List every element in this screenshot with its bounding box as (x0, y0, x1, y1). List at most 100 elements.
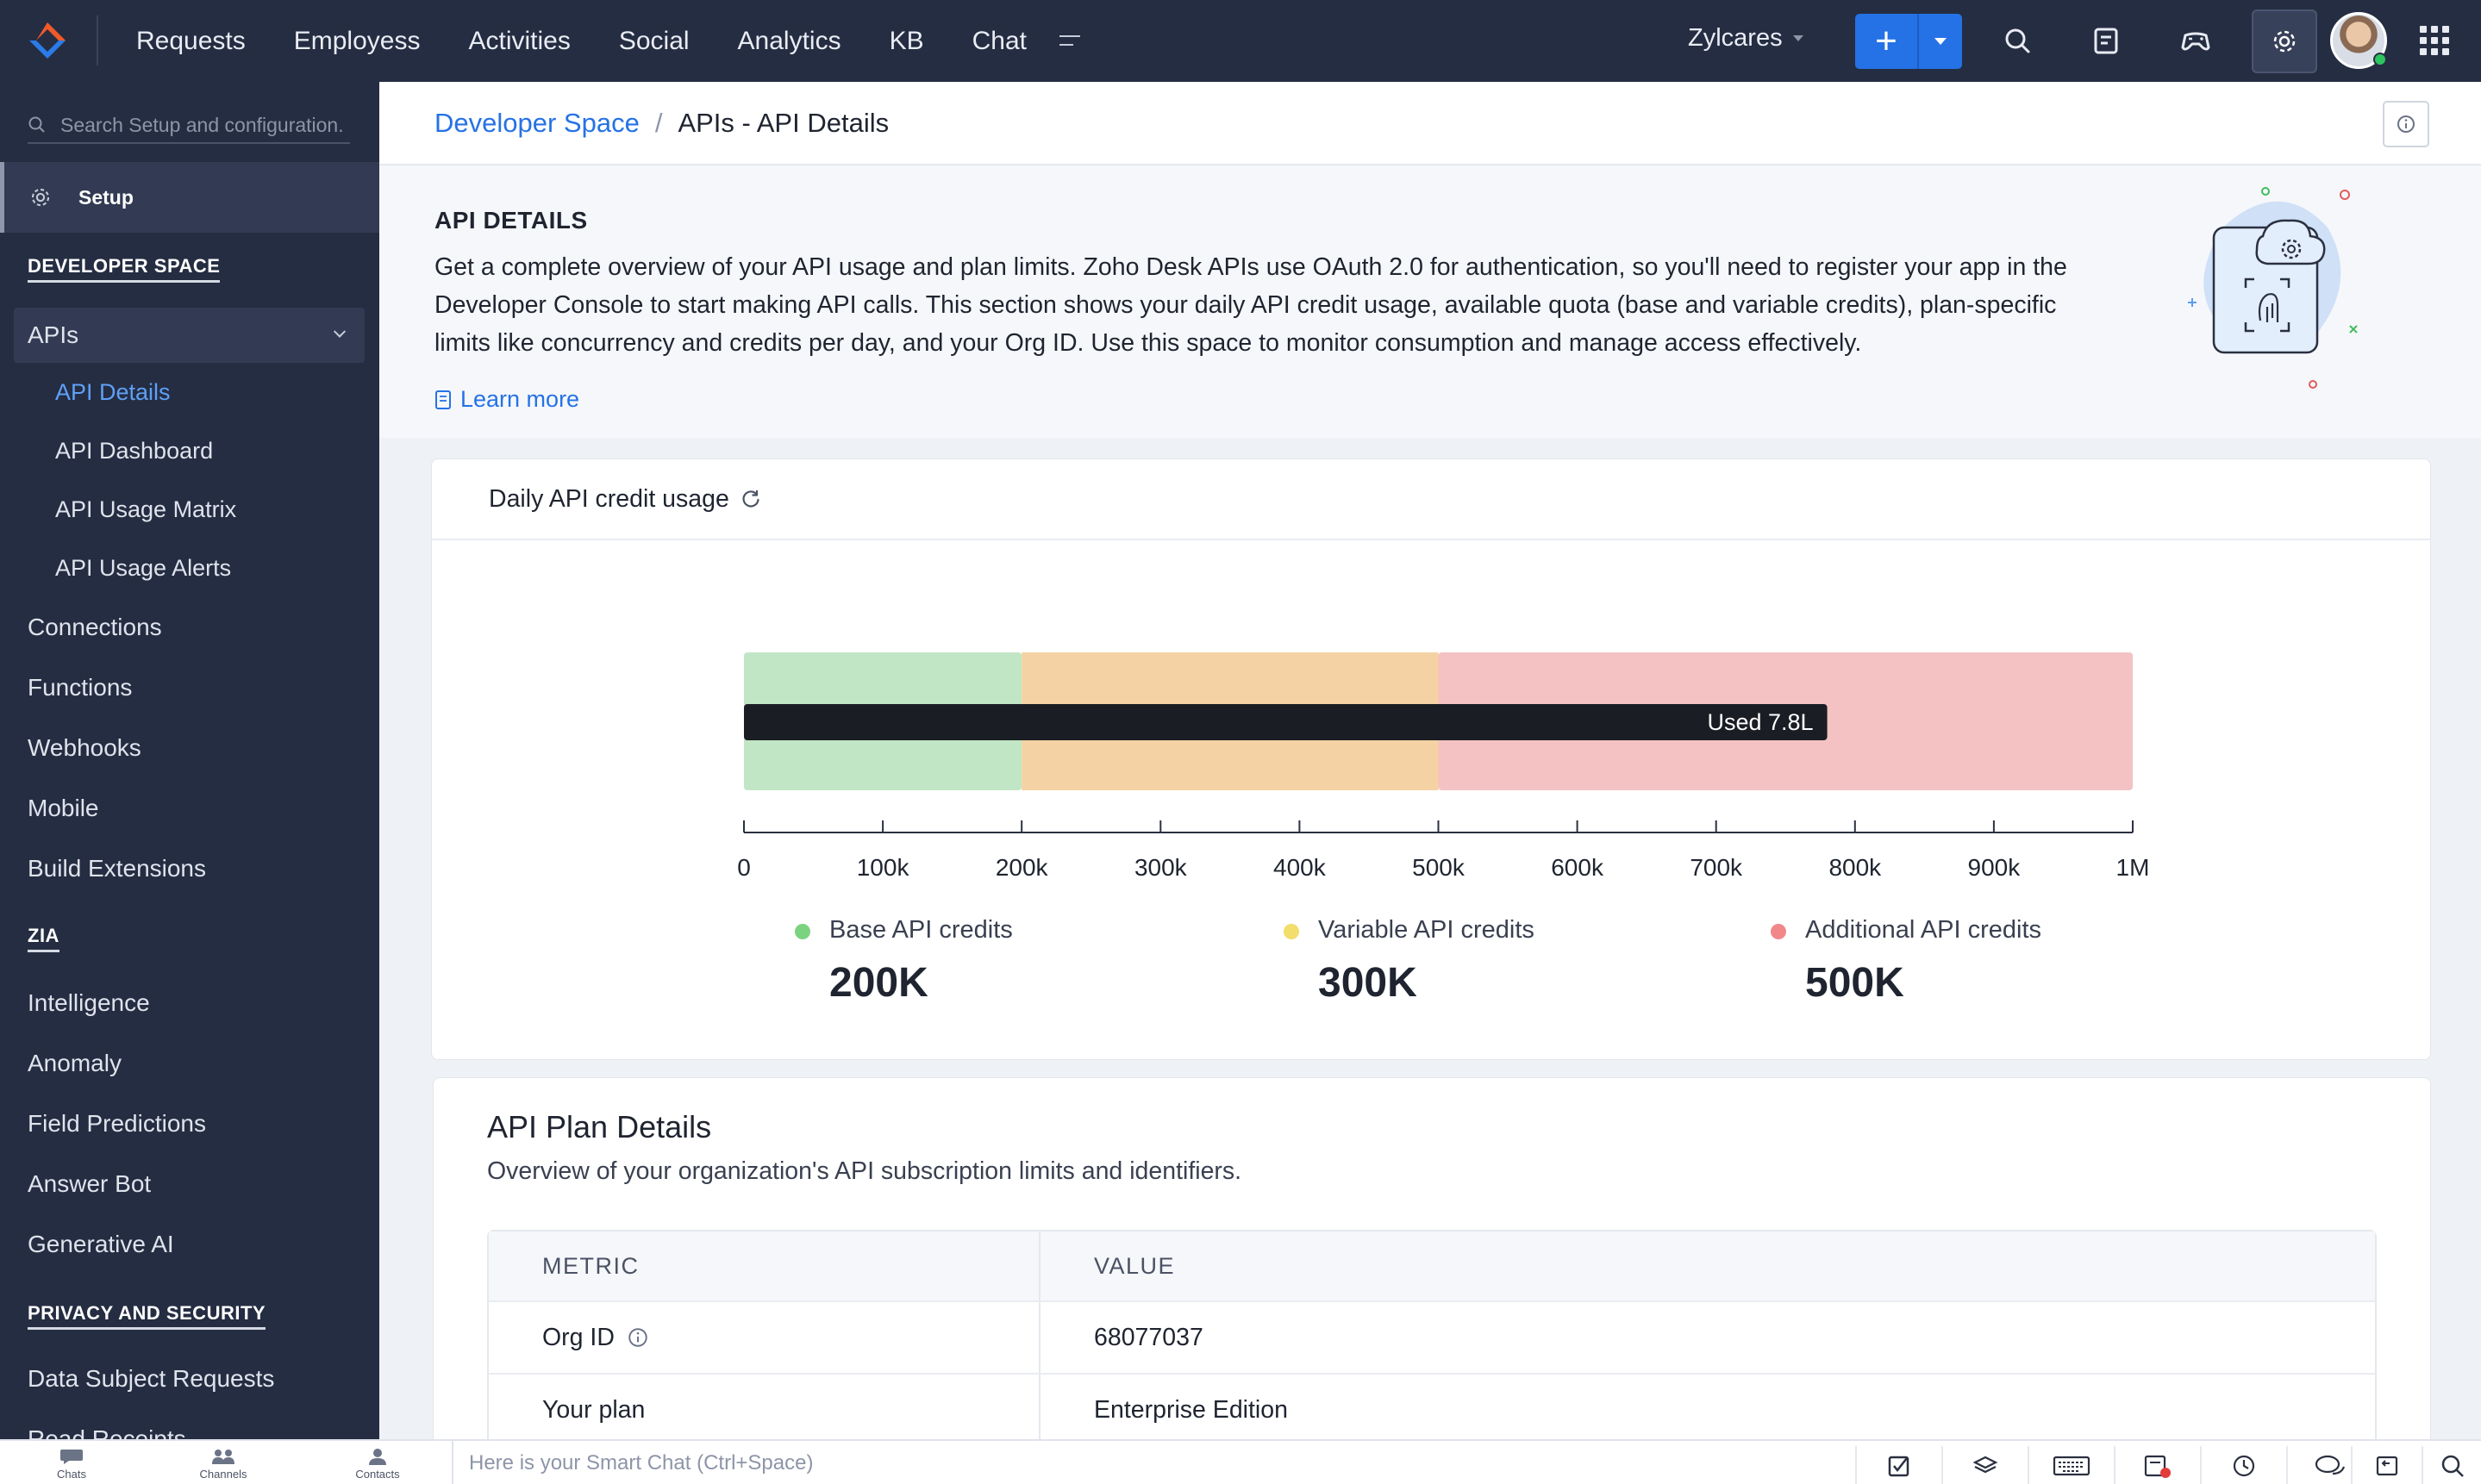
group-icon (212, 1449, 234, 1464)
section-zia: ZIA (28, 925, 59, 952)
table-header-row: METRIC VALUE (489, 1231, 2375, 1302)
chats-tab[interactable]: Chats (33, 1441, 110, 1484)
history-button[interactable] (2200, 1446, 2286, 1484)
setup-home-link[interactable]: Setup (0, 162, 379, 233)
value-cell: Enterprise Edition (1094, 1395, 1288, 1424)
metric-cell: Your plan (489, 1375, 1041, 1445)
setup-label: Setup (78, 185, 134, 209)
tab-activities[interactable]: Activities (468, 26, 571, 55)
page-header: Developer Space / APIs - API Details (379, 82, 2481, 165)
refresh-icon[interactable] (740, 488, 762, 510)
info-icon[interactable] (627, 1326, 649, 1349)
legend-value: 200K (829, 960, 928, 1006)
apps-grid-icon[interactable] (2420, 26, 2449, 55)
global-search-button[interactable] (2422, 1446, 2481, 1484)
page-title: APIs - API Details (678, 108, 890, 138)
add-dropdown-button[interactable] (1919, 14, 1962, 69)
api-plan-details-card: API Plan Details Overview of your organi… (433, 1077, 2431, 1484)
breadcrumb-separator: / (654, 108, 663, 138)
x-axis-tick-label: 500k (1412, 854, 1465, 881)
user-avatar[interactable] (2330, 12, 2387, 69)
legend-label: Variable API credits (1318, 916, 1534, 944)
conversations-button[interactable] (2286, 1446, 2372, 1484)
tab-kb[interactable]: KB (889, 26, 924, 55)
page-info-button[interactable] (2383, 101, 2429, 147)
sidebar-item-apis[interactable]: APIs (14, 308, 365, 363)
compose-icon[interactable] (2089, 23, 2123, 58)
api-security-illustration (2188, 187, 2358, 389)
add-new-button[interactable]: + (1855, 14, 1962, 69)
column-header-value: VALUE (1094, 1252, 1176, 1279)
chevron-down-icon (333, 325, 347, 338)
org-switcher[interactable]: Zylcares (1688, 24, 1803, 53)
search-icon[interactable] (2000, 23, 2034, 58)
checkbox-icon (1888, 1456, 1909, 1477)
keyboard-icon (2053, 1456, 2090, 1476)
sidebar-item-answer-bot[interactable]: Answer Bot (28, 1170, 152, 1197)
sidebar-item-connections[interactable]: Connections (28, 614, 162, 640)
sidebar-item-intelligence[interactable]: Intelligence (28, 989, 150, 1016)
more-tabs-icon[interactable] (1054, 28, 1089, 54)
legend-dot (795, 924, 810, 939)
sidebar-item-api-usage-matrix[interactable]: API Usage Matrix (55, 496, 237, 522)
sidebar-item-data-subject-requests[interactable]: Data Subject Requests (28, 1365, 275, 1392)
sidebar-item-build-extensions[interactable]: Build Extensions (28, 855, 207, 882)
chat-bubble-icon (60, 1449, 83, 1464)
tasks-button[interactable] (1855, 1446, 1941, 1484)
online-status-indicator (2373, 53, 2387, 66)
gamepad-icon[interactable] (2178, 23, 2213, 58)
sidebar-item-anomaly[interactable]: Anomaly (28, 1050, 122, 1076)
api-credit-bullet-chart: Used 7.8L 0 100k 200k 300k 400k 500k 600k 700k 80… (737, 652, 2149, 881)
sidebar-item-read-receipts[interactable]: Read Receipts (28, 1425, 186, 1439)
sidebar-item-api-dashboard[interactable]: API Dashboard (55, 438, 214, 464)
zoho-desk-logo[interactable] (26, 19, 69, 62)
table-row: Org ID 68077037 (489, 1302, 2375, 1375)
plus-icon[interactable]: + (1855, 14, 1919, 69)
setup-search-input[interactable]: Search Setup and configuration. (28, 108, 350, 144)
tab-employess[interactable]: Employess (293, 26, 421, 55)
tab-chat[interactable]: Chat (972, 26, 1027, 55)
sidebar-item-field-predictions[interactable]: Field Predictions (28, 1110, 206, 1137)
sidebar-item-api-usage-alerts[interactable]: API Usage Alerts (55, 555, 232, 581)
layers-icon (1972, 1456, 1998, 1474)
search-icon (2441, 1455, 2464, 1477)
setup-gear-button[interactable] (2252, 9, 2317, 73)
chats-label: Chats (57, 1467, 86, 1481)
x-axis-tick-label: 800k (1828, 854, 1882, 881)
x-axis-tick-label: 900k (1968, 854, 2022, 881)
smart-chat-input[interactable]: Here is your Smart Chat (Ctrl+Space) (452, 1441, 1857, 1484)
notifications-button[interactable] (2114, 1446, 2200, 1484)
plan-card-title: API Plan Details (487, 1109, 712, 1144)
tab-analytics[interactable]: Analytics (737, 26, 841, 55)
value-cell: 68077037 (1094, 1323, 1203, 1351)
reply-button[interactable] (2351, 1446, 2422, 1484)
layers-button[interactable] (1941, 1446, 2028, 1484)
channels-tab[interactable]: Channels (184, 1441, 262, 1484)
module-tabs: Requests Employess Activities Social Ana… (112, 0, 1089, 82)
legend-value: 500K (1805, 960, 1904, 1006)
bottom-bar: Chats Channels Contacts Here is your Sma… (0, 1439, 2481, 1484)
keyboard-shortcuts-button[interactable] (2028, 1446, 2114, 1484)
tab-social[interactable]: Social (618, 26, 690, 55)
sidebar-item-mobile[interactable]: Mobile (28, 795, 99, 821)
x-axis-tick-label: 300k (1134, 854, 1188, 881)
learn-more-link[interactable]: Learn more (434, 386, 579, 413)
sidebar-item-functions[interactable]: Functions (28, 674, 133, 701)
sidebar-item-generative-ai[interactable]: Generative AI (28, 1231, 174, 1257)
contacts-tab[interactable]: Contacts (339, 1441, 416, 1484)
usage-card-header: Daily API credit usage (432, 459, 2430, 540)
metric-label: Org ID (542, 1323, 615, 1351)
sidebar-item-api-details[interactable]: API Details (55, 379, 171, 405)
sidebar-item-webhooks[interactable]: Webhooks (28, 734, 141, 761)
api-details-intro: API DETAILS Get a complete overview of y… (379, 165, 2481, 438)
legend-label: Additional API credits (1805, 916, 2042, 944)
breadcrumb-developer-space[interactable]: Developer Space (434, 108, 640, 138)
plan-details-table: METRIC VALUE Org ID 68077037 Your plan E… (487, 1230, 2377, 1449)
document-icon (435, 390, 451, 409)
top-separator (97, 16, 98, 65)
metric-cell: Org ID (489, 1302, 1041, 1373)
tab-requests[interactable]: Requests (136, 26, 246, 55)
daily-usage-card: Daily API credit usage Used 7.8L 0 100k 200… (431, 458, 2431, 1060)
gear-icon (31, 188, 50, 207)
intro-description: Get a complete overview of your API usag… (434, 253, 2067, 357)
